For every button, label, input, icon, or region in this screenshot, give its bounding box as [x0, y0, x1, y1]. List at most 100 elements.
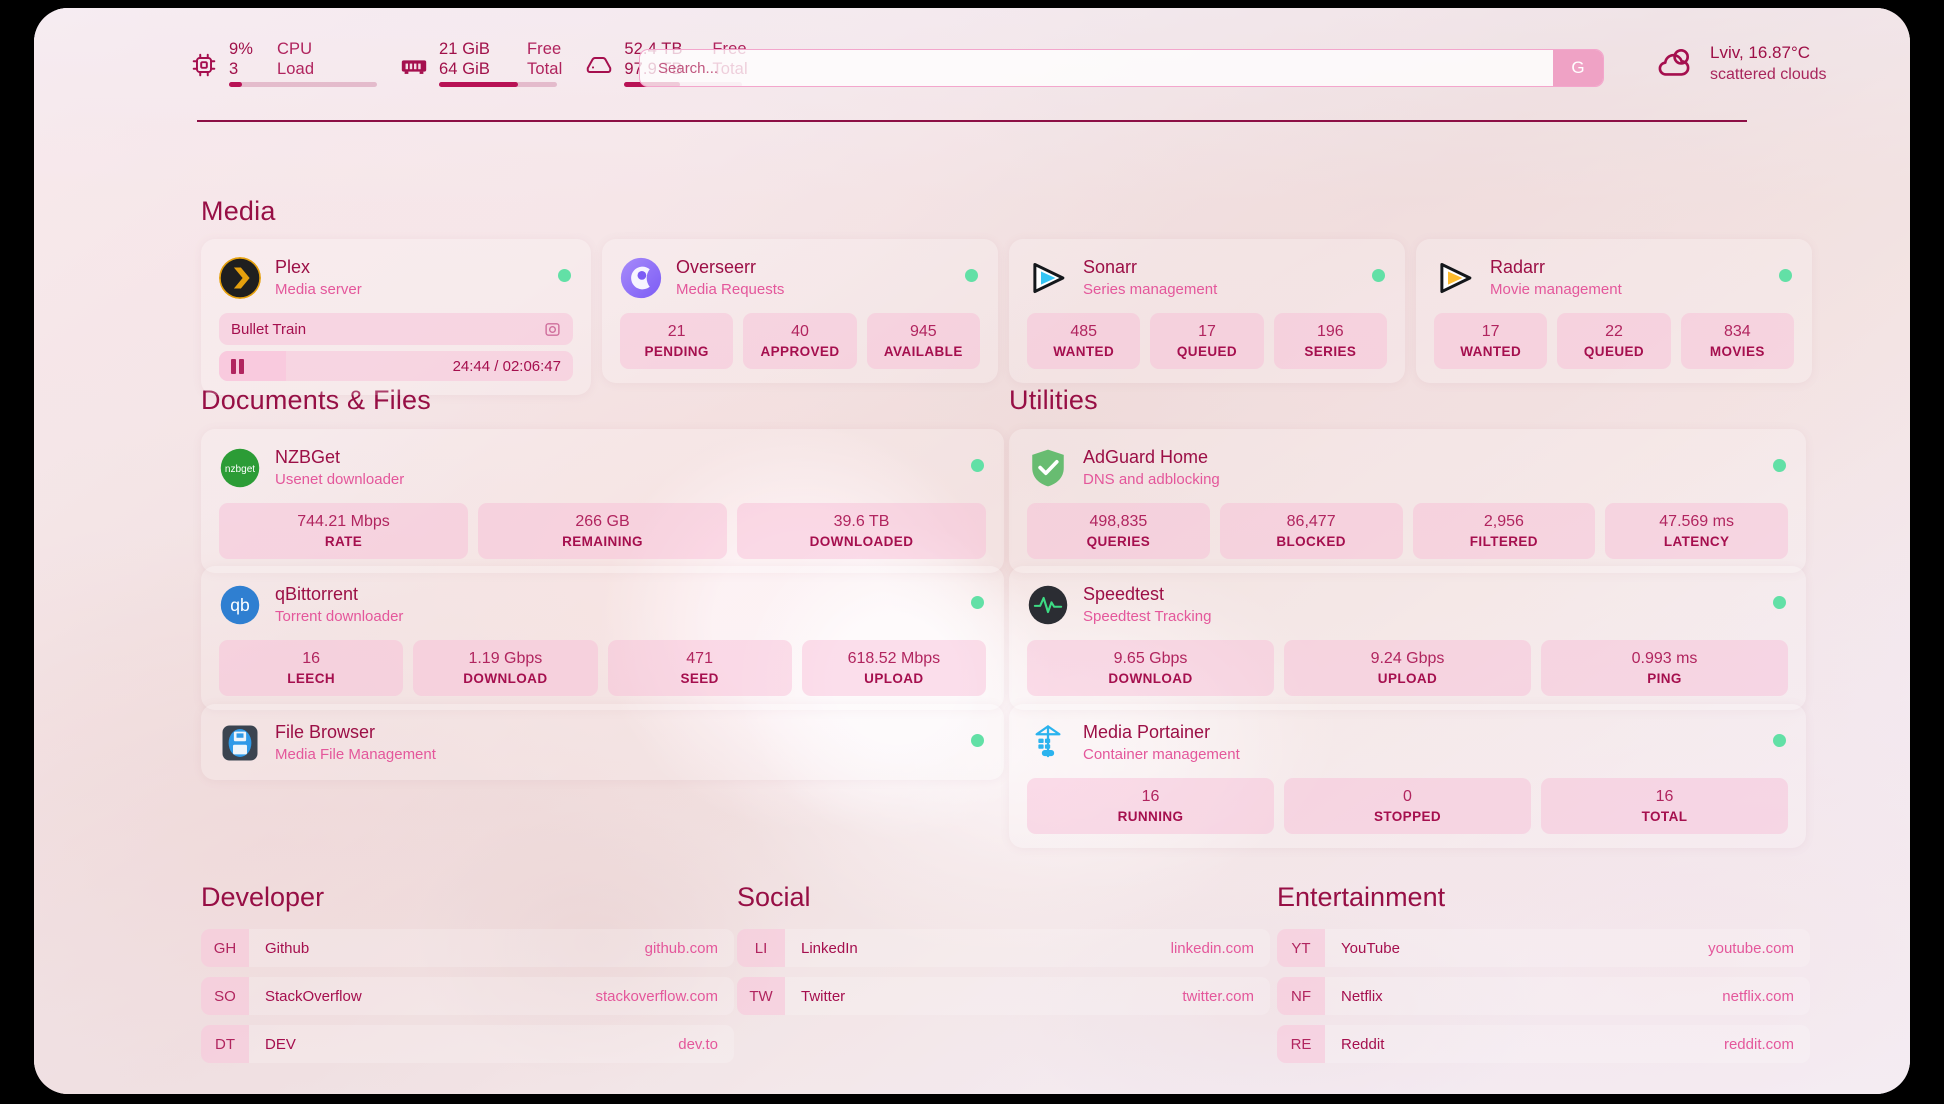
card-header: nzbget NZBGet Usenet downloader	[219, 445, 986, 491]
metric-value: 40	[791, 323, 809, 340]
metric-label: APPROVED	[760, 344, 840, 359]
metric-running: 16 RUNNING	[1027, 778, 1274, 834]
cloud-icon	[1654, 42, 1696, 84]
bookmark-url: stackoverflow.com	[595, 987, 718, 1005]
status-badge	[971, 459, 984, 472]
service-card-plex[interactable]: Plex Media server Bullet Train 24:44 / 0…	[201, 239, 591, 395]
bookmark-item-reddit[interactable]: RE Reddit reddit.com	[1277, 1025, 1810, 1063]
section-title-documents: Documents & Files	[201, 385, 431, 415]
service-card-file-browser[interactable]: File Browser Media File Management	[201, 704, 1004, 780]
search-submit-button[interactable]: G	[1553, 50, 1603, 86]
bookmark-name: Netflix	[1341, 987, 1383, 1005]
search-bar[interactable]: G	[639, 49, 1604, 87]
metrics-row: 9.65 Gbps DOWNLOAD 9.24 Gbps UPLOAD 0.99…	[1027, 640, 1788, 696]
bookmark-group-developer: Developer GH Github github.com SO StackO…	[201, 882, 734, 1073]
metric-value: 945	[909, 323, 937, 340]
metric-label: DOWNLOAD	[463, 671, 548, 686]
metric-value: 744.21 Mbps	[297, 513, 390, 530]
service-name: Speedtest	[1083, 584, 1165, 604]
cast-icon[interactable]	[544, 321, 561, 338]
section-title-media: Media	[201, 196, 276, 226]
service-subtitle: Movie management	[1490, 281, 1622, 298]
metric-value: 22	[1605, 323, 1623, 340]
service-name: Media Portainer	[1083, 722, 1211, 742]
card-header: Radarr Movie management	[1434, 255, 1794, 301]
metric-label: SEED	[680, 671, 719, 686]
section-title-utilities: Utilities	[1009, 385, 1098, 415]
metrics-row: 21 PENDING 40 APPROVED 945 AVAILABLE	[620, 313, 980, 369]
header-divider	[197, 120, 1747, 122]
service-card-overseerr[interactable]: Overseerr Media Requests 21 PENDING 40 A…	[602, 239, 998, 383]
metric-label: UPLOAD	[864, 671, 924, 686]
metric-rate: 744.21 Mbps RATE	[219, 503, 468, 559]
status-badge	[1372, 269, 1385, 282]
service-card-sonarr[interactable]: Sonarr Series management 485 WANTED 17 Q…	[1009, 239, 1405, 383]
card-header: Plex Media server	[219, 255, 573, 301]
bookmark-item-linkedin[interactable]: LI LinkedIn linkedin.com	[737, 929, 1270, 967]
service-card-radarr[interactable]: Radarr Movie management 17 WANTED 22 QUE…	[1416, 239, 1812, 383]
bookmark-name: Github	[265, 939, 310, 957]
metric-value: 17	[1481, 323, 1500, 340]
metric-wanted: 485 WANTED	[1027, 313, 1141, 369]
bookmark-item-netflix[interactable]: NF Netflix netflix.com	[1277, 977, 1810, 1015]
weather-temperature: Lviv, 16.87°C	[1710, 42, 1811, 62]
status-badge	[1773, 459, 1786, 472]
service-name: Sonarr	[1083, 257, 1138, 277]
bookmark-url: github.com	[644, 939, 718, 957]
cpu-icon	[189, 50, 219, 80]
metric-value: 498,835	[1089, 513, 1148, 530]
metric-label: LEECH	[287, 671, 335, 686]
service-card-media-portainer[interactable]: Media Portainer Container management 16 …	[1009, 704, 1806, 848]
metric-label: DOWNLOAD	[1108, 671, 1193, 686]
metric-filtered: 2,956 FILTERED	[1412, 503, 1596, 559]
bookmark-item-youtube[interactable]: YT YouTube youtube.com	[1277, 929, 1810, 967]
metric-stopped: 0 STOPPED	[1284, 778, 1531, 834]
disk-icon	[584, 50, 614, 80]
bookmark-url: youtube.com	[1708, 939, 1794, 957]
bookmark-item-twitter[interactable]: TW Twitter twitter.com	[737, 977, 1270, 1015]
bookmark-item-stackoverflow[interactable]: SO StackOverflow stackoverflow.com	[201, 977, 734, 1015]
metric-total: 16 TOTAL	[1541, 778, 1788, 834]
service-card-adguard-home[interactable]: AdGuard Home DNS and adblocking 498,835 …	[1009, 429, 1806, 573]
metric-value: 16	[1655, 788, 1674, 805]
service-subtitle: DNS and adblocking	[1083, 471, 1220, 488]
metric-download: 1.19 Gbps DOWNLOAD	[413, 640, 598, 696]
pause-icon[interactable]	[231, 358, 244, 374]
metric-seed: 471 SEED	[607, 640, 792, 696]
now-playing: Bullet Train 24:44 / 02:06:47	[219, 313, 573, 381]
metric-series: 196 SERIES	[1273, 313, 1387, 369]
metric-value: 86,477	[1286, 513, 1336, 530]
service-card-nzbget[interactable]: nzbget NZBGet Usenet downloader 744.21 M…	[201, 429, 1004, 573]
service-subtitle: Media File Management	[275, 746, 436, 763]
service-card-speedtest[interactable]: Speedtest Speedtest Tracking 9.65 Gbps D…	[1009, 566, 1806, 710]
bookmark-url: linkedin.com	[1170, 939, 1254, 957]
service-card-qbittorrent[interactable]: qb qBittorrent Torrent downloader 16 LEE…	[201, 566, 1004, 710]
overseerr-icon	[620, 257, 662, 299]
metrics-row: 16 RUNNING 0 STOPPED 16 TOTAL	[1027, 778, 1788, 834]
bookmark-abbreviation: SO	[201, 977, 249, 1015]
metrics-row: 498,835 QUERIES 86,477 BLOCKED 2,956 FIL…	[1027, 503, 1788, 559]
metric-download: 9.65 Gbps DOWNLOAD	[1027, 640, 1274, 696]
metric-label: TOTAL	[1641, 809, 1688, 824]
bookmark-group-social: Social LI LinkedIn linkedin.com TW Twitt…	[737, 882, 1270, 1025]
service-subtitle: Usenet downloader	[275, 471, 405, 488]
weather-widget: Lviv, 16.87°C scattered clouds	[1654, 42, 1827, 84]
weather-description: scattered clouds	[1710, 65, 1827, 83]
bookmark-group-title: Developer	[201, 882, 325, 912]
metric-label: DOWNLOADED	[809, 534, 914, 549]
stat-value-bottom: 3	[229, 60, 239, 78]
service-name: Plex	[275, 257, 311, 277]
metric-value: 9.65 Gbps	[1113, 650, 1188, 667]
bookmark-abbreviation: GH	[201, 929, 249, 967]
status-badge	[1773, 734, 1786, 747]
metric-label: REMAINING	[562, 534, 643, 549]
metrics-row: 16 LEECH 1.19 Gbps DOWNLOAD 471 SEED 618…	[219, 640, 986, 696]
bookmark-item-dev[interactable]: DT DEV dev.to	[201, 1025, 734, 1063]
metric-pending: 21 PENDING	[620, 313, 734, 369]
metric-value: 1.19 Gbps	[468, 650, 543, 667]
search-input[interactable]	[640, 50, 1553, 86]
bookmark-item-github[interactable]: GH Github github.com	[201, 929, 734, 967]
now-playing-progress-row[interactable]: 24:44 / 02:06:47	[219, 351, 573, 381]
metric-upload: 9.24 Gbps UPLOAD	[1284, 640, 1531, 696]
svg-text:qb: qb	[230, 595, 249, 615]
